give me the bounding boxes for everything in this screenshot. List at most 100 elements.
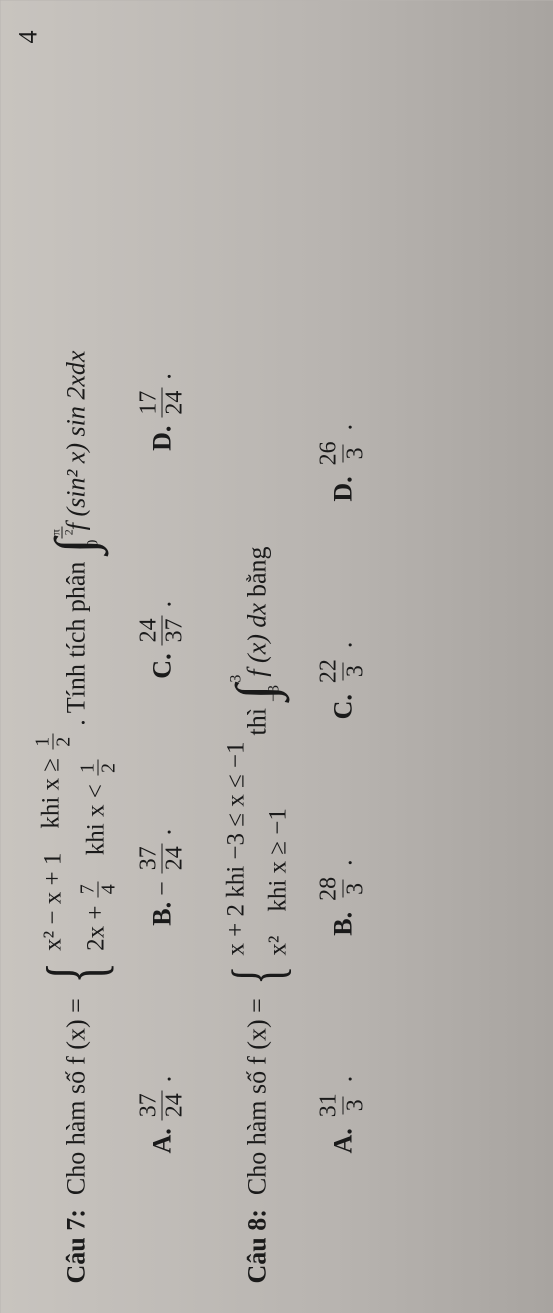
choice-label-d: D. (142, 425, 181, 450)
q7-intro: Cho hàm số (56, 1070, 95, 1194)
q8-case2-cond: khi x ≥ −1 (259, 808, 297, 912)
q7-integral: ∫ π 2 0 (53, 536, 98, 555)
q7-case1-cond: khi x ≥ 1 2 (32, 731, 73, 828)
q8-body: Câu 8: Cho hàm số f (x) = { x + 2 khi −3… (215, 30, 298, 1283)
choice-label-c: C. (142, 653, 181, 678)
q7-case1-frac: 1 2 (32, 733, 73, 749)
q7-case2-cond-den: 2 (97, 759, 118, 775)
q8-cases: x + 2 khi −3 ≤ x ≤ −1 x² khi x ≥ −1 (215, 741, 298, 955)
choice-label-a: A. (323, 1128, 362, 1153)
q7-case1-den: 2 (52, 733, 73, 749)
q7-case2-pre: 2x + (82, 899, 109, 951)
integral-icon: ∫ π 2 0 (53, 538, 98, 553)
q8-integral: ∫ 3 −3 (234, 682, 279, 701)
question-7: Câu 7: Cho hàm số f (x) = { x² − x + 1 k… (30, 30, 187, 1283)
integral-icon: ∫ 3 −3 (234, 684, 279, 699)
q8-a-den: 3 (342, 1096, 368, 1114)
q7-label: Câu 7: (56, 1209, 95, 1283)
q8-c-den: 3 (342, 662, 368, 680)
q8-b-num: 28 (316, 873, 341, 903)
q7-integrand: f (sin² x) sin 2xdx (56, 350, 95, 530)
q7-case2-expr: 2x + 7 4 (77, 879, 118, 951)
q7-choice-a: A. 37 24 . (136, 1075, 187, 1153)
q7-case2-term-num: 7 (77, 881, 97, 897)
q7-c-den: 37 (161, 615, 187, 645)
q8-c-num: 22 (316, 656, 341, 686)
q8-choice-c: C. 22 3 . (316, 641, 367, 719)
q7-case1: x² − x + 1 khi x ≥ 1 2 (30, 731, 75, 950)
q8-tail: bằng (237, 546, 276, 597)
q7-a-num: 37 (136, 1090, 161, 1120)
q7-b-den: 24 (161, 843, 187, 873)
q8-choices: A. 31 3 . B. 28 3 . C. 22 3 . (316, 30, 367, 1153)
q7-d-den: 24 (161, 387, 187, 417)
q7-case2-cond-pre: khi x < (82, 777, 109, 854)
q8-a-frac: 31 3 (316, 1090, 367, 1120)
q8-a-num: 31 (316, 1090, 341, 1120)
q7-int-upper-frac: π 2 (49, 526, 75, 538)
q7-int-upper-num: π (49, 526, 62, 538)
q7-a-den: 24 (161, 1090, 187, 1120)
q8-int-lower: −3 (268, 684, 281, 701)
q7-case2-cond-num: 1 (77, 759, 97, 775)
choice-label-c: C. (323, 694, 362, 719)
q7-case1-cond-pre: khi x ≥ (37, 751, 64, 828)
q7-body: Câu 7: Cho hàm số f (x) = { x² − x + 1 k… (30, 30, 120, 1283)
q7-choice-c: C. 24 37 . (136, 600, 187, 678)
q8-case1: x + 2 khi −3 ≤ x ≤ −1 (215, 741, 257, 955)
q8-intro: Cho hàm số (237, 1070, 276, 1194)
question-8: Câu 8: Cho hàm số f (x) = { x + 2 khi −3… (215, 30, 367, 1283)
q7-choices: A. 37 24 . B. − 37 24 . C. 24 37 . (136, 30, 187, 1153)
q8-fx-eq: f (x) = (237, 998, 276, 1065)
q8-d-frac: 26 3 (316, 438, 367, 468)
choice-label-b: B. (142, 901, 181, 925)
q8-b-den: 3 (342, 879, 368, 897)
q8-c-frac: 22 3 (316, 656, 367, 686)
q7-c-frac: 24 37 (136, 615, 187, 645)
q8-choice-a: A. 31 3 . (316, 1075, 367, 1153)
q7-case2-cond: khi x < 1 2 (77, 757, 118, 854)
q7-choice-b: B. − 37 24 . (136, 828, 187, 925)
q8-piecewise: { x + 2 khi −3 ≤ x ≤ −1 x² khi x ≥ −1 (215, 741, 298, 992)
q7-int-upper-den: 2 (61, 526, 75, 538)
q8-d-den: 3 (342, 444, 368, 462)
q7-c-num: 24 (136, 615, 161, 645)
q8-case2: x² khi x ≥ −1 (257, 741, 299, 955)
q7-b-neg: − (142, 881, 181, 896)
page-content: 4 Câu 7: Cho hàm số f (x) = { x² − x + 1… (0, 0, 553, 1313)
q7-b-num: 37 (136, 843, 161, 873)
q7-case2: 2x + 7 4 khi x < 1 2 (75, 731, 120, 950)
q8-integrand: f (x) dx (237, 603, 276, 677)
choice-label-b: B. (323, 911, 362, 935)
q7-cases: x² − x + 1 khi x ≥ 1 2 2x + (30, 731, 120, 950)
q8-b-frac: 28 3 (316, 873, 367, 903)
q7-case1-num: 1 (32, 733, 52, 749)
q8-choice-d: D. 26 3 . (316, 423, 367, 501)
q7-d-frac: 17 24 (136, 387, 187, 417)
q7-case1-expr: x² − x + 1 (34, 852, 72, 950)
q7-case2-cond-frac: 1 2 (77, 759, 118, 775)
q7-after: . Tính tích phân (56, 561, 95, 725)
q8-case2-expr: x² (259, 935, 297, 955)
choice-label-d: D. (323, 476, 362, 501)
left-brace-icon: { (46, 961, 103, 983)
q7-piecewise: { x² − x + 1 khi x ≥ 1 2 (30, 731, 120, 991)
q7-int-lower: 0 (87, 539, 100, 547)
q7-int-upper: π 2 (49, 524, 75, 540)
q7-choice-d: D. 17 24 . (136, 373, 187, 451)
q7-d-num: 17 (136, 387, 161, 417)
left-brace-icon: { (232, 965, 282, 984)
q8-d-num: 26 (316, 438, 341, 468)
q8-after: thì (237, 708, 276, 735)
q7-case2-term-frac: 7 4 (77, 881, 118, 897)
q7-b-frac: 37 24 (136, 843, 187, 873)
q7-case2-term-den: 4 (97, 881, 118, 897)
q8-label: Câu 8: (237, 1209, 276, 1283)
q7-a-frac: 37 24 (136, 1090, 187, 1120)
choice-label-a: A. (142, 1128, 181, 1153)
q8-choice-b: B. 28 3 . (316, 859, 367, 935)
q8-case1-expr: x + 2 khi −3 ≤ x ≤ −1 (217, 741, 255, 955)
top-mark: 4 (8, 30, 47, 43)
q8-int-upper: 3 (230, 674, 243, 682)
q7-fx-eq: f (x) = (56, 998, 95, 1065)
